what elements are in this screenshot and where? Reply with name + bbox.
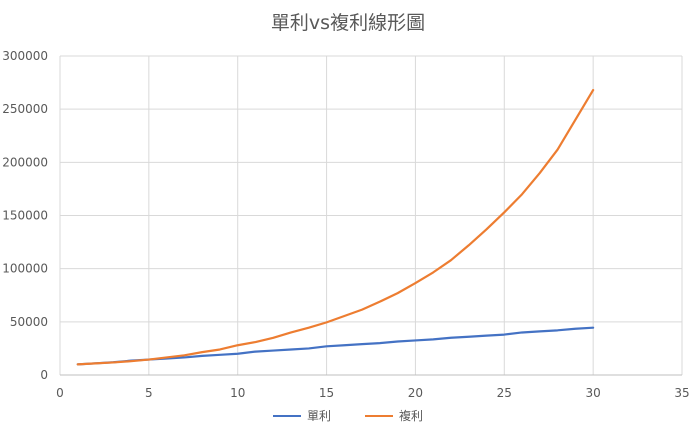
legend: 單利 複利 (0, 407, 696, 424)
x-tick-label: 0 (56, 386, 64, 400)
y-tick-label: 50000 (10, 315, 48, 329)
y-tick-label: 150000 (2, 209, 48, 223)
y-tick-label: 250000 (2, 102, 48, 116)
x-tick-label: 10 (230, 386, 245, 400)
x-tick-label: 20 (408, 386, 423, 400)
x-tick-label: 5 (145, 386, 153, 400)
x-tick-label: 30 (586, 386, 601, 400)
legend-swatch-simple-interest (272, 414, 301, 417)
chart-title: 單利vs複利線形圖 (270, 12, 426, 34)
legend-label-compound-interest: 複利 (399, 409, 424, 423)
legend-swatch-compound-interest (365, 414, 393, 417)
y-tick-label: 0 (40, 368, 48, 382)
legend-item-simple-interest: 單利 (272, 407, 331, 424)
y-tick-label: 200000 (2, 155, 48, 169)
x-tick-label: 35 (674, 386, 689, 400)
legend-item-compound-interest: 複利 (365, 407, 423, 424)
legend-label-simple-interest: 單利 (306, 409, 331, 423)
y-tick-label: 300000 (2, 49, 48, 63)
series-line-compound-interest (76, 88, 595, 366)
x-tick-label: 25 (497, 386, 512, 400)
x-tick-label: 15 (319, 386, 334, 400)
y-tick-label: 100000 (2, 262, 48, 276)
